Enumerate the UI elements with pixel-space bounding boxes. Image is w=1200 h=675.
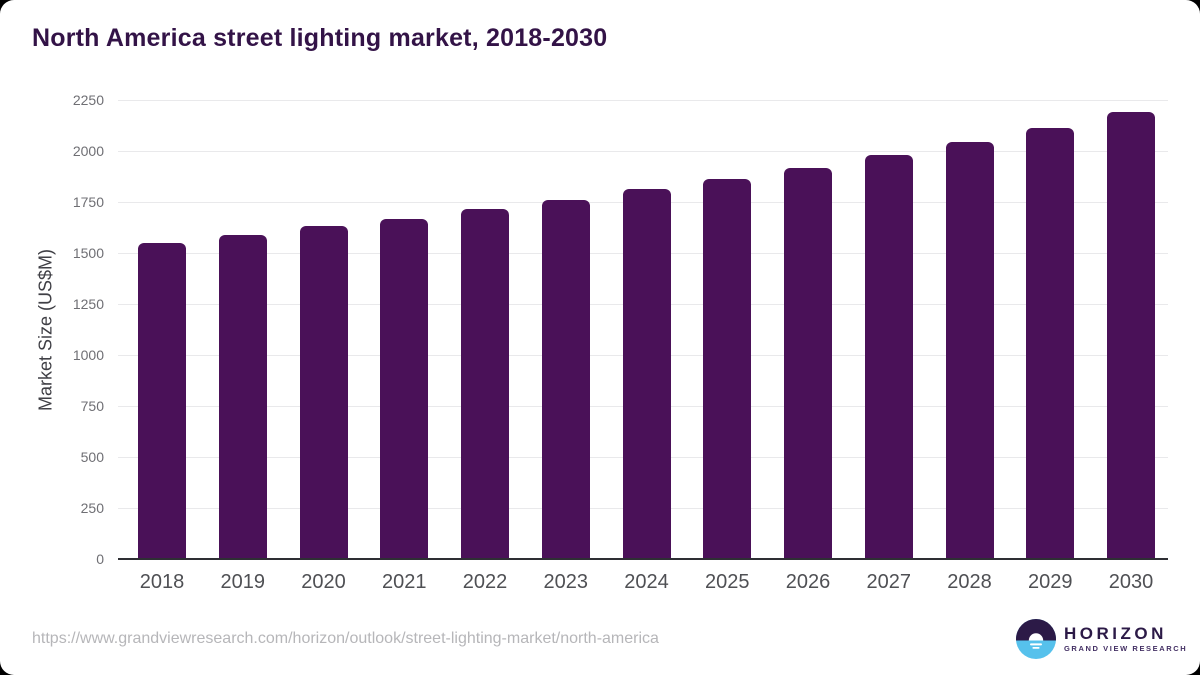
source-url: https://www.grandviewresearch.com/horizo…: [32, 630, 659, 647]
horizon-sunrise-icon: [1016, 619, 1056, 659]
x-tick-label-2020: 2020: [301, 571, 346, 593]
chart-title: North America street lighting market, 20…: [32, 24, 608, 52]
bar-2023: [541, 199, 590, 559]
x-tick-label-2028: 2028: [947, 571, 992, 593]
y-tick-label-2250: 2250: [72, 92, 104, 108]
y-tick-label-1000: 1000: [72, 347, 104, 363]
y-tick-label-2000: 2000: [72, 143, 104, 159]
y-tick-label-1500: 1500: [72, 245, 104, 261]
bar-2022: [461, 209, 509, 559]
x-tick-label-2023: 2023: [543, 571, 589, 593]
y-tick-label-500: 500: [80, 449, 104, 465]
bar-2027: [864, 154, 913, 559]
x-tick-label-2029: 2029: [1028, 571, 1073, 593]
x-tick-label-2030: 2030: [1108, 571, 1154, 593]
x-tick-label-2024: 2024: [624, 571, 669, 593]
y-axis-title: Market Size (US$M): [35, 248, 56, 412]
x-tick-label-2021: 2021: [382, 571, 427, 593]
bar-2019: [218, 234, 267, 559]
x-tick-label-2027: 2027: [866, 571, 912, 593]
logo-subbrand-text: GRAND VIEW RESEARCH: [1064, 644, 1188, 654]
horizon-logo: HORIZON GRAND VIEW RESEARCH: [1016, 619, 1187, 659]
bar-2025: [703, 178, 752, 559]
x-tick-label-2025: 2025: [705, 571, 750, 593]
y-tick-label-250: 250: [80, 500, 104, 516]
y-tick-label-1250: 1250: [72, 296, 104, 312]
bar-2030: [1107, 111, 1155, 559]
x-tick-label-2018: 2018: [139, 571, 185, 593]
y-tick-label-750: 750: [80, 398, 104, 414]
bar-2024: [622, 189, 671, 559]
gridline-2000: [118, 151, 1168, 152]
y-tick-label-0: 0: [96, 551, 104, 567]
logo-text-block: HORIZON GRAND VIEW RESEARCH: [1064, 625, 1187, 653]
x-tick-label-2019: 2019: [220, 571, 266, 593]
bar-2018: [138, 242, 186, 559]
bar-2020: [299, 226, 348, 559]
y-tick-label-1750: 1750: [72, 194, 104, 210]
x-axis-line: [118, 558, 1168, 560]
bar-2026: [784, 167, 832, 559]
gridline-2250: [118, 100, 1168, 101]
x-tick-label-2022: 2022: [462, 571, 508, 593]
bar-2029: [1026, 127, 1075, 559]
bar-2021: [380, 218, 429, 559]
x-tick-label-2026: 2026: [785, 571, 831, 593]
plot-area: 0 250 500 750 1000 1250 1500 1750 2000 2250 2018 20…: [73, 92, 1168, 593]
bar-2028: [945, 141, 994, 559]
logo-brand-text: HORIZON: [1064, 624, 1167, 644]
